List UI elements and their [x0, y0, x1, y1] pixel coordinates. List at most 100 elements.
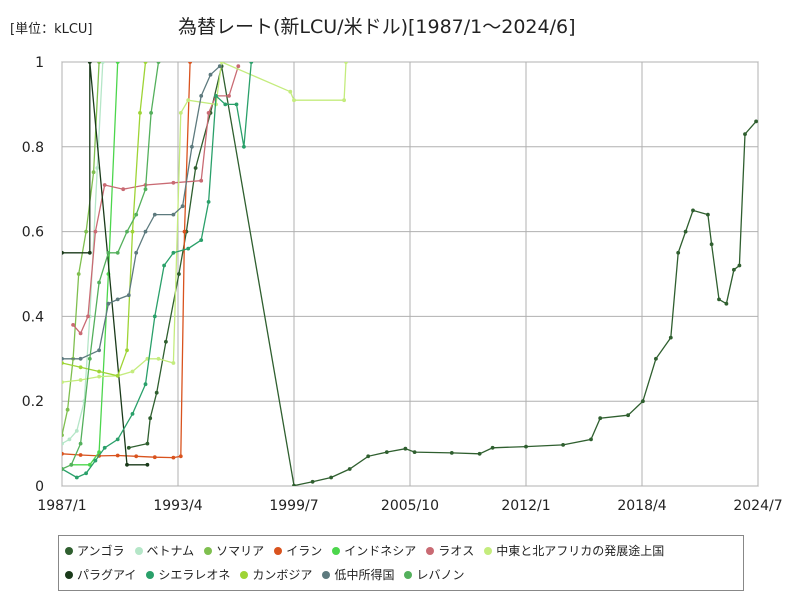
data-point: [156, 356, 161, 361]
legend-label: イラン: [286, 544, 323, 558]
legend-item: ラオス: [426, 542, 474, 559]
legend-item: イラン: [274, 542, 322, 559]
data-point: [62, 380, 64, 384]
data-point: [130, 229, 135, 234]
data-point: [178, 454, 183, 459]
legend-marker: [204, 546, 213, 555]
data-point: [668, 335, 673, 340]
data-point: [143, 187, 148, 192]
data-point: [149, 111, 154, 115]
data-point: [206, 111, 211, 115]
data-point: [148, 416, 153, 421]
legend-label: レバノン: [416, 568, 465, 582]
data-point: [347, 467, 352, 471]
data-point: [199, 178, 204, 183]
data-point: [69, 462, 74, 467]
data-point: [227, 94, 231, 98]
data-point: [91, 170, 96, 175]
data-point: [74, 475, 79, 480]
data-point: [180, 204, 185, 209]
data-point: [78, 441, 83, 446]
data-point: [138, 111, 142, 115]
series-line: [62, 62, 191, 459]
y-tick-label: 0.8: [22, 140, 44, 156]
data-point: [477, 451, 482, 456]
legend-item: パラグアイ: [65, 566, 136, 583]
data-point: [344, 62, 348, 64]
data-point: [93, 458, 98, 463]
legend-marker: [65, 546, 73, 555]
legend-marker: [484, 546, 493, 555]
unit-label: [単位：kLCU]: [10, 22, 93, 37]
data-point: [676, 250, 681, 255]
data-point: [78, 378, 83, 382]
series-line: [62, 62, 347, 383]
x-tick-label: 1987/1: [37, 498, 86, 514]
data-point: [403, 446, 408, 451]
series-line: [62, 62, 147, 377]
data-point: [130, 412, 135, 416]
data-point: [223, 102, 228, 107]
data-point: [242, 144, 246, 149]
data-point: [214, 94, 218, 98]
x-tick-label: 1993/4: [153, 498, 202, 514]
legend-label: 低中所得国: [334, 568, 395, 582]
data-point: [97, 62, 101, 64]
data-point: [67, 437, 72, 442]
legend-label: ベトナム: [146, 544, 195, 558]
legend-item: レバノン: [404, 566, 464, 583]
data-point: [87, 62, 92, 64]
data-point: [171, 180, 176, 185]
data-point: [102, 445, 107, 450]
legend-label: シエラレオネ: [158, 568, 231, 582]
legend-item: アンゴラ: [65, 542, 125, 559]
data-point: [449, 451, 454, 455]
data-point: [524, 444, 528, 449]
data-point: [561, 443, 565, 447]
legend-marker: [65, 570, 73, 579]
data-point: [186, 246, 191, 251]
data-point: [154, 390, 159, 395]
data-point: [115, 437, 120, 442]
data-point: [589, 437, 593, 442]
y-tick-label: 1: [35, 55, 44, 71]
data-point: [97, 348, 101, 353]
data-point: [691, 208, 695, 213]
data-point: [384, 450, 389, 454]
x-tick-label: 2018/4: [617, 498, 666, 514]
data-point: [412, 450, 417, 454]
data-point: [366, 454, 371, 459]
data-point: [292, 483, 296, 486]
data-point: [134, 250, 139, 255]
data-point: [115, 250, 120, 255]
series-line: [62, 62, 148, 466]
data-point: [754, 119, 758, 124]
data-point: [310, 479, 315, 484]
data-point: [62, 250, 64, 255]
legend-marker: [146, 570, 155, 579]
legend-row: パラグアイ シエラレオネ カンボジア 低中所得国 レバノン: [65, 566, 474, 583]
data-point: [62, 361, 64, 365]
data-point: [288, 89, 293, 94]
data-point: [171, 250, 176, 255]
data-point: [732, 267, 736, 272]
data-point: [125, 229, 129, 234]
data-point: [76, 272, 81, 276]
x-tick-label: 2024/7: [733, 498, 782, 514]
series-9: [62, 62, 148, 378]
data-point: [219, 62, 224, 64]
legend-marker: [404, 570, 413, 579]
data-point: [115, 62, 120, 64]
data-point: [62, 441, 64, 446]
line-chart: 0 0.2 0.4 0.6 0.8 1 1987/1 1993/4 1999/7 2005/10 2…: [22, 55, 783, 514]
data-point: [164, 339, 168, 344]
series-11: [62, 62, 161, 471]
data-point: [737, 263, 742, 268]
data-point: [171, 455, 176, 460]
legend: アンゴラ ベトナム ソマリア イラン インドネシア ラオス 中東と北アフリカの発展途上国 パ…: [58, 535, 744, 591]
y-tick-label: 0.2: [22, 394, 44, 410]
data-point: [125, 348, 129, 353]
data-point: [145, 462, 150, 467]
series-10: [62, 64, 222, 361]
data-point: [171, 212, 176, 217]
